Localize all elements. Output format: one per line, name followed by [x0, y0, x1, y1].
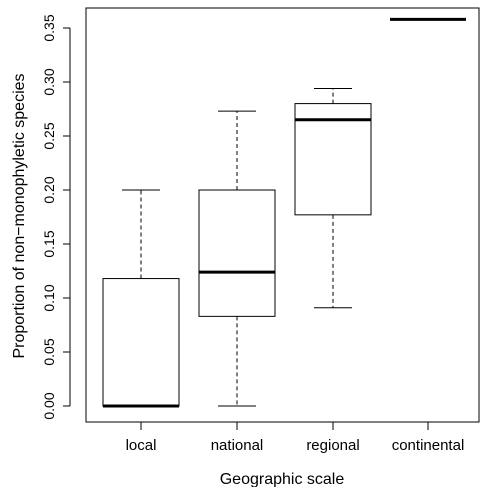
y-tick-label-7: 0.35: [41, 14, 57, 41]
box-regional: [294, 87, 372, 309]
x-tick-label-continental: continental: [392, 437, 465, 454]
x-axis: local national regional continental: [126, 421, 465, 454]
y-tick-label-0: 0.00: [41, 392, 57, 419]
x-axis-title: Geographic scale: [220, 471, 345, 487]
x-tick-label-regional: regional: [306, 437, 359, 454]
plot-frame: [85, 7, 480, 423]
y-tick-label-3: 0.15: [41, 230, 57, 257]
box-rect: [102, 278, 180, 407]
boxes-layer: [102, 17, 466, 408]
y-tick-label-1: 0.05: [41, 338, 57, 365]
y-tick-label-4: 0.20: [41, 176, 57, 203]
y-axis-title: Proportion of non−monophyletic species: [11, 73, 28, 358]
box-rect: [294, 103, 372, 216]
box-local: [102, 189, 180, 408]
x-tick-label-national: national: [211, 437, 264, 454]
y-tick-label-6: 0.30: [41, 68, 57, 95]
y-tick-label-5: 0.25: [41, 122, 57, 149]
y-axis: 0.00 0.05 0.10 0.15 0.20 0.25 0.30 0.35: [41, 14, 71, 420]
box-national: [198, 110, 276, 407]
y-tick-label-2: 0.10: [41, 284, 57, 311]
x-tick-label-local: local: [126, 437, 157, 454]
box-rect: [198, 189, 276, 317]
